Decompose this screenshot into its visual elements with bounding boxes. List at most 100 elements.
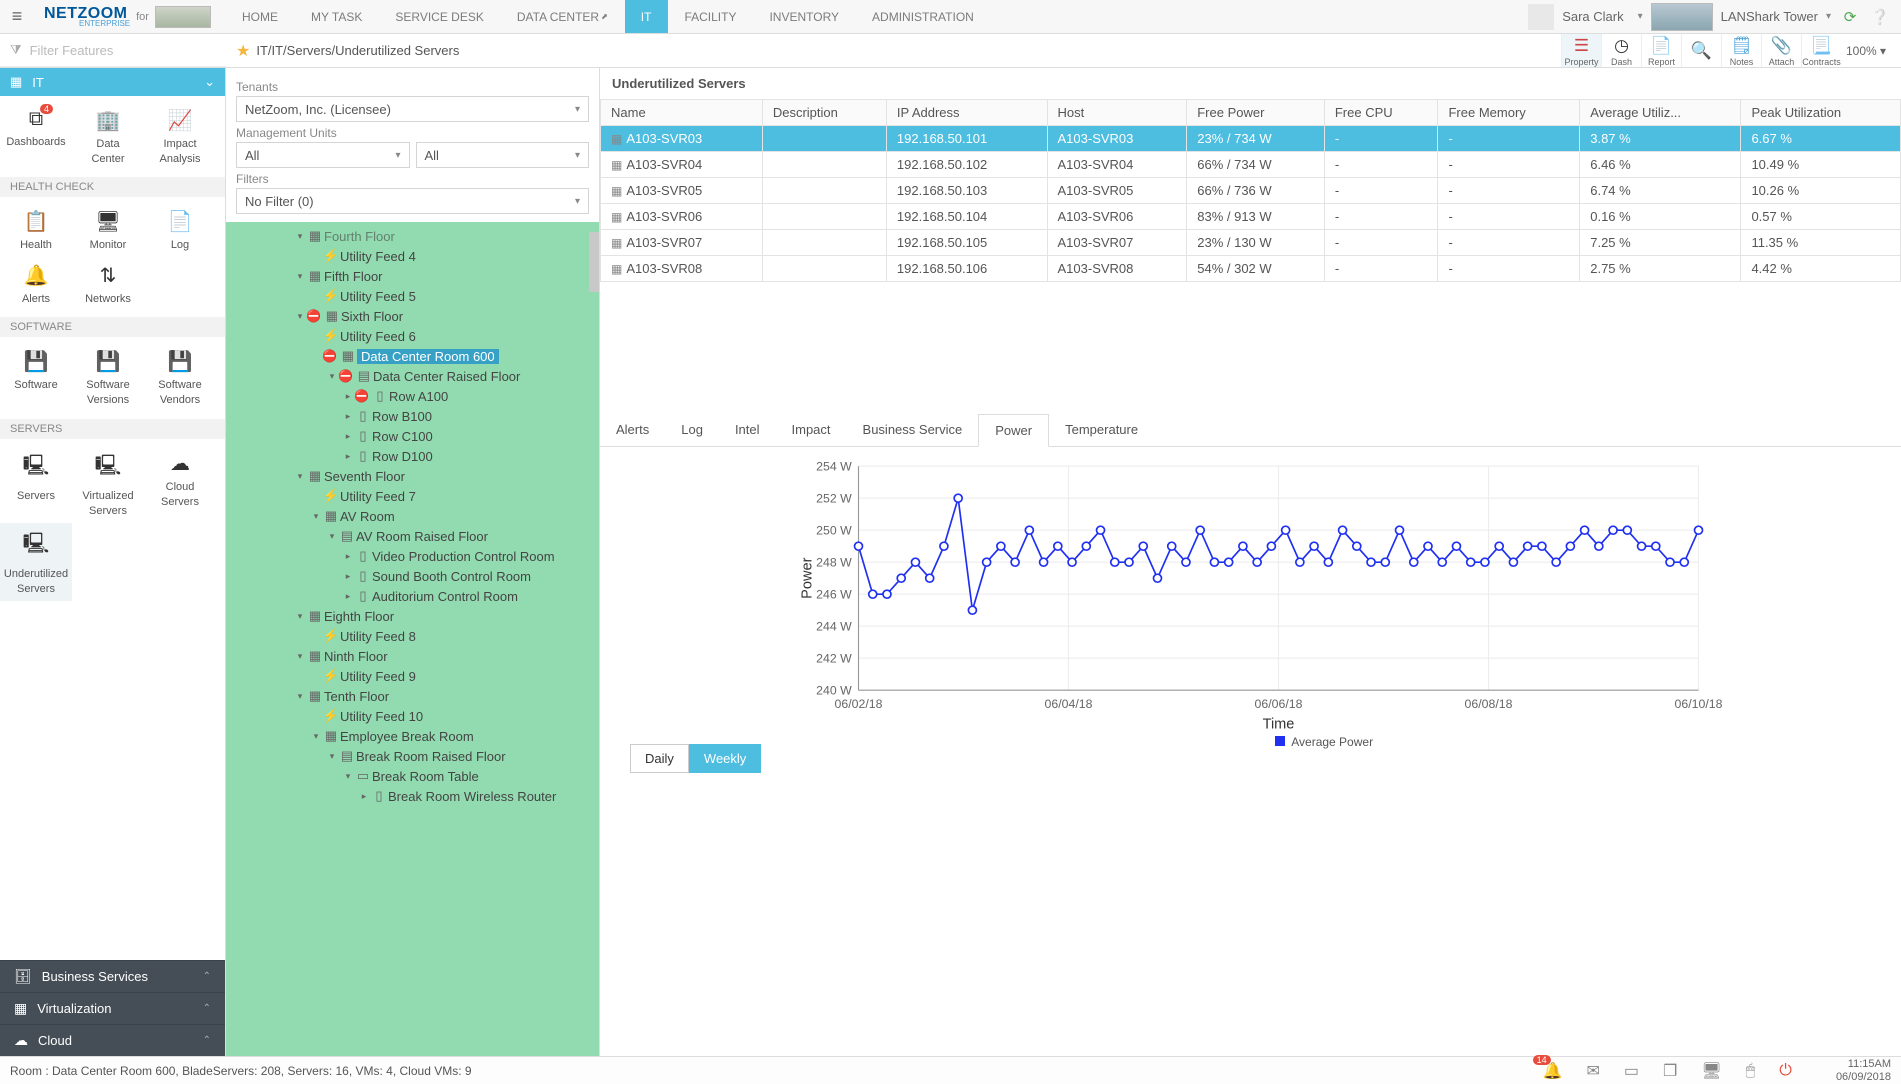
tree-node[interactable]: ▾▤AV Room Raised Floor <box>226 526 599 546</box>
accordion-business-services[interactable]: 🗄Business Services⌃ <box>0 960 225 992</box>
nav-tab-my-task[interactable]: MY TASK <box>295 0 379 33</box>
toolbar-dash-button[interactable]: ◷Dash <box>1601 34 1641 67</box>
tree-expand-icon[interactable]: ▾ <box>310 511 322 522</box>
sidebar-item-impact-analysis[interactable]: 📈ImpactAnalysis <box>144 102 216 171</box>
filters-select[interactable]: No Filter (0)▾ <box>236 188 589 214</box>
table-header[interactable]: Description <box>762 100 886 126</box>
table-header[interactable]: Free Memory <box>1438 100 1580 126</box>
tree-expand-icon[interactable]: ▸ <box>342 451 354 462</box>
tree-node[interactable]: ▾▦Fourth Floor <box>226 226 599 246</box>
tree-expand-icon[interactable]: ▾ <box>294 471 306 482</box>
tree-node[interactable]: ▸⛔▯Row A100 <box>226 386 599 406</box>
table-header[interactable]: IP Address <box>886 100 1047 126</box>
table-header[interactable]: Peak Utilization <box>1741 100 1901 126</box>
sidebar-item-dashboards[interactable]: ⧉Dashboards4 <box>0 102 72 171</box>
nav-tab-administration[interactable]: ADMINISTRATION <box>856 0 991 33</box>
location-name[interactable]: LANShark Tower <box>1721 9 1818 24</box>
tree-expand-icon[interactable]: ▾ <box>294 691 306 702</box>
tree-node[interactable]: ▸▯Sound Booth Control Room <box>226 566 599 586</box>
tree-node[interactable]: ▸▯Video Production Control Room <box>226 546 599 566</box>
tree-node[interactable]: ⚡Utility Feed 4 <box>226 246 599 266</box>
tree-expand-icon[interactable]: ▾ <box>294 231 306 242</box>
time-toggle-weekly[interactable]: Weekly <box>689 744 761 773</box>
tree-expand-icon[interactable]: ▸ <box>358 791 370 802</box>
filter-features-input[interactable]: ⧩ Filter Features <box>0 34 226 67</box>
section-ribbon[interactable]: ▦ IT ⌄ <box>0 68 225 96</box>
accordion-cloud[interactable]: ☁Cloud⌃ <box>0 1024 225 1056</box>
tree-node[interactable]: ▾⛔▦Sixth Floor <box>226 306 599 326</box>
table-header[interactable]: Host <box>1047 100 1187 126</box>
toolbar-property-button[interactable]: ☰Property <box>1561 34 1601 67</box>
tree-node[interactable]: ▾▤Break Room Raised Floor <box>226 746 599 766</box>
windows-icon[interactable]: ❐ <box>1663 1061 1677 1081</box>
toolbar-contracts-button[interactable]: 📃Contracts <box>1801 34 1841 67</box>
bell-icon[interactable]: 🔔14 <box>1543 1061 1563 1081</box>
sidebar-item-underutilized-servers[interactable]: 🖳UnderutilizedServers <box>0 523 72 601</box>
tree-node[interactable]: ⚡Utility Feed 5 <box>226 286 599 306</box>
tree-expand-icon[interactable]: ▾ <box>294 651 306 662</box>
accordion-virtualization[interactable]: ▦Virtualization⌃ <box>0 992 225 1024</box>
sidebar-item-software[interactable]: 💾Software <box>0 343 72 412</box>
chevron-down-icon[interactable]: ▾ <box>1826 11 1831 22</box>
sidebar-item-data-center[interactable]: 🏢DataCenter <box>72 102 144 171</box>
tree-expand-icon[interactable]: ▸ <box>342 571 354 582</box>
tree-expand-icon[interactable]: ▾ <box>326 751 338 762</box>
sidebar-item-health[interactable]: 📋Health <box>0 203 72 257</box>
table-row[interactable]: ▦A103-SVR08192.168.50.106A103-SVR0854% /… <box>601 256 1901 282</box>
monitor-icon[interactable]: 🖥 <box>1701 1061 1721 1081</box>
tree-expand-icon[interactable]: ▾ <box>294 271 306 282</box>
tree-expand-icon[interactable]: ▾ <box>342 771 354 782</box>
avatar[interactable] <box>1528 4 1554 30</box>
tree-node[interactable]: ▸▯Auditorium Control Room <box>226 586 599 606</box>
sidebar-item-log[interactable]: 📄Log <box>144 203 216 257</box>
tree-node[interactable]: ▸▯Break Room Wireless Router <box>226 786 599 806</box>
user-name[interactable]: Sara Clark <box>1562 9 1623 24</box>
tenants-select[interactable]: NetZoom, Inc. (Licensee)▾ <box>236 96 589 122</box>
mail-icon[interactable]: ✉ <box>1586 1061 1599 1081</box>
tree-node[interactable]: ▾▦Fifth Floor <box>226 266 599 286</box>
detail-tab-alerts[interactable]: Alerts <box>600 414 665 446</box>
tree-expand-icon[interactable]: ▸ <box>342 431 354 442</box>
tree-node[interactable]: ▾▦Seventh Floor <box>226 466 599 486</box>
table-header[interactable]: Name <box>601 100 763 126</box>
mu-select-1[interactable]: All▾ <box>236 142 410 168</box>
nav-tab-home[interactable]: HOME <box>226 0 295 33</box>
chat-icon[interactable]: ▭ <box>1624 1061 1639 1081</box>
sidebar-item-software-vendors[interactable]: 💾SoftwareVendors <box>144 343 216 412</box>
tree-node[interactable]: ▾▦Tenth Floor <box>226 686 599 706</box>
sidebar-item-servers[interactable]: 🖳Servers <box>0 445 72 523</box>
toolbar-search-button[interactable]: 🔍 <box>1681 34 1721 67</box>
tree-node[interactable]: ▾▦AV Room <box>226 506 599 526</box>
tree-expand-icon[interactable]: ▾ <box>310 731 322 742</box>
tree-node[interactable]: ⚡Utility Feed 10 <box>226 706 599 726</box>
hamburger-icon[interactable]: ≡ <box>0 6 34 27</box>
tree-node[interactable]: ⛔▦Data Center Room 600 <box>226 346 599 366</box>
tree-node[interactable]: ▾▦Eighth Floor <box>226 606 599 626</box>
table-row[interactable]: ▦A103-SVR07192.168.50.105A103-SVR0723% /… <box>601 230 1901 256</box>
toolbar-attach-button[interactable]: 📎Attach <box>1761 34 1801 67</box>
tree-expand-icon[interactable]: ▸ <box>342 551 354 562</box>
sidebar-item-software-versions[interactable]: 💾SoftwareVersions <box>72 343 144 412</box>
table-row[interactable]: ▦A103-SVR04192.168.50.102A103-SVR0466% /… <box>601 152 1901 178</box>
toolbar-notes-button[interactable]: 🗒Notes <box>1721 34 1761 67</box>
time-toggle-daily[interactable]: Daily <box>630 744 689 773</box>
power-icon[interactable]: ⏻ <box>1779 1062 1792 1080</box>
tree-node[interactable]: ▾⛔▤Data Center Raised Floor <box>226 366 599 386</box>
nav-tab-inventory[interactable]: INVENTORY <box>753 0 856 33</box>
tree-node[interactable]: ⚡Utility Feed 6 <box>226 326 599 346</box>
nav-tab-facility[interactable]: FACILITY <box>668 0 753 33</box>
detail-tab-temperature[interactable]: Temperature <box>1049 414 1154 446</box>
tree-expand-icon[interactable]: ▾ <box>294 311 306 322</box>
sidebar-item-cloud-servers[interactable]: ☁CloudServers <box>144 445 216 523</box>
nav-tab-it[interactable]: IT <box>625 0 669 33</box>
chevron-down-icon[interactable]: ⌄ <box>204 74 215 90</box>
chevron-down-icon[interactable]: ▾ <box>1638 11 1643 22</box>
table-row[interactable]: ▦A103-SVR05192.168.50.103A103-SVR0566% /… <box>601 178 1901 204</box>
tree-expand-icon[interactable]: ▾ <box>326 531 338 542</box>
tree-node[interactable]: ▸▯Row B100 <box>226 406 599 426</box>
detail-tab-business-service[interactable]: Business Service <box>847 414 979 446</box>
zoom-level[interactable]: 100% ▾ <box>1841 44 1891 58</box>
help-icon[interactable]: ❔ <box>1869 6 1891 28</box>
table-row[interactable]: ▦A103-SVR03192.168.50.101A103-SVR0323% /… <box>601 126 1901 152</box>
tree-node[interactable]: ⚡Utility Feed 7 <box>226 486 599 506</box>
